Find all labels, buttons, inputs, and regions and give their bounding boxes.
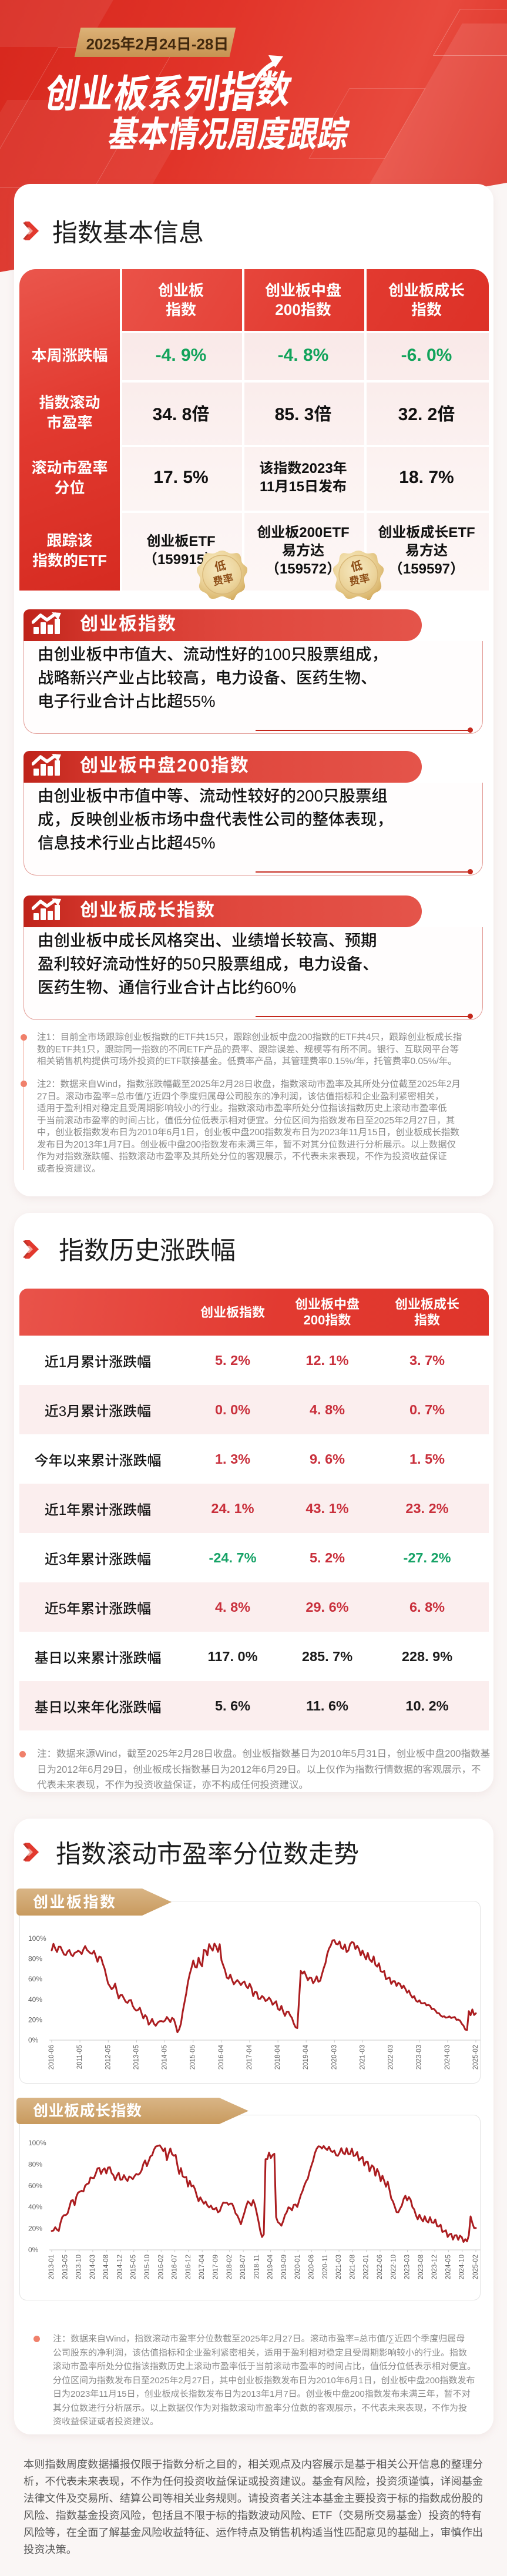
svg-text:2022-03: 2022-03	[388, 2045, 395, 2069]
svg-text:2025-02: 2025-02	[472, 2045, 479, 2069]
svg-text:2021-08: 2021-08	[349, 2255, 356, 2279]
svg-text:2021-03: 2021-03	[335, 2255, 343, 2279]
svg-text:80%: 80%	[28, 2160, 42, 2168]
svg-text:2023-12: 2023-12	[431, 2255, 438, 2279]
svg-text:2018-02: 2018-02	[226, 2255, 233, 2279]
svg-text:2020-06: 2020-06	[308, 2255, 315, 2279]
svg-text:2021-03: 2021-03	[360, 2045, 367, 2069]
svg-text:2015-05: 2015-05	[190, 2045, 197, 2069]
svg-text:2019-04: 2019-04	[267, 2254, 274, 2279]
svg-text:2024-05: 2024-05	[445, 2255, 452, 2279]
svg-text:40%: 40%	[28, 2203, 42, 2211]
svg-text:2016-04: 2016-04	[218, 2044, 225, 2069]
svg-text:100%: 100%	[28, 2139, 46, 2147]
svg-text:80%: 80%	[28, 1955, 42, 1963]
svg-text:2025-02: 2025-02	[472, 2255, 479, 2279]
svg-text:2018-04: 2018-04	[274, 2044, 281, 2069]
svg-text:2022-10: 2022-10	[390, 2255, 397, 2279]
svg-text:2010-06: 2010-06	[48, 2045, 55, 2069]
svg-text:2019-04: 2019-04	[303, 2044, 310, 2069]
svg-text:2023-03: 2023-03	[416, 2045, 423, 2069]
svg-text:2013-10: 2013-10	[76, 2255, 83, 2279]
svg-text:2011-05: 2011-05	[76, 2045, 83, 2069]
svg-text:2024-03: 2024-03	[444, 2045, 451, 2069]
svg-text:2013-05: 2013-05	[133, 2045, 140, 2069]
svg-text:2014-08: 2014-08	[103, 2255, 110, 2279]
svg-text:2013-05: 2013-05	[62, 2255, 69, 2279]
svg-text:20%: 20%	[28, 2225, 42, 2233]
svg-text:2015-10: 2015-10	[144, 2255, 151, 2279]
svg-text:0%: 0%	[28, 2246, 39, 2254]
svg-text:2018-11: 2018-11	[253, 2255, 260, 2279]
svg-text:2013-01: 2013-01	[48, 2255, 55, 2279]
svg-text:2014-05: 2014-05	[162, 2045, 169, 2069]
svg-text:2012-05: 2012-05	[105, 2045, 112, 2069]
svg-text:2020-03: 2020-03	[331, 2045, 338, 2069]
svg-text:2020-11: 2020-11	[322, 2255, 329, 2279]
svg-text:2017-04: 2017-04	[199, 2254, 206, 2279]
svg-text:2023-03: 2023-03	[404, 2255, 411, 2279]
svg-text:60%: 60%	[28, 2182, 42, 2190]
svg-text:2014-12: 2014-12	[117, 2255, 124, 2279]
svg-text:100%: 100%	[28, 1934, 46, 1943]
svg-text:2016-02: 2016-02	[157, 2255, 164, 2279]
svg-text:2017-09: 2017-09	[213, 2255, 220, 2279]
svg-text:2014-03: 2014-03	[89, 2255, 96, 2279]
svg-text:2023-08: 2023-08	[418, 2255, 425, 2279]
svg-text:0%: 0%	[28, 2036, 39, 2044]
svg-text:2017-04: 2017-04	[246, 2044, 253, 2069]
svg-text:20%: 20%	[28, 2015, 42, 2024]
svg-text:2022-06: 2022-06	[377, 2255, 384, 2279]
svg-text:2020-01: 2020-01	[294, 2255, 301, 2279]
svg-text:2015-05: 2015-05	[130, 2255, 137, 2279]
svg-text:2016-12: 2016-12	[185, 2255, 192, 2279]
svg-text:60%: 60%	[28, 1975, 42, 1983]
svg-text:2022-01: 2022-01	[363, 2255, 370, 2279]
svg-text:2019-09: 2019-09	[281, 2255, 288, 2279]
svg-text:2016-07: 2016-07	[172, 2255, 179, 2279]
svg-text:2024-10: 2024-10	[459, 2255, 466, 2279]
svg-text:2018-07: 2018-07	[240, 2255, 247, 2279]
svg-text:40%: 40%	[28, 1995, 42, 2004]
